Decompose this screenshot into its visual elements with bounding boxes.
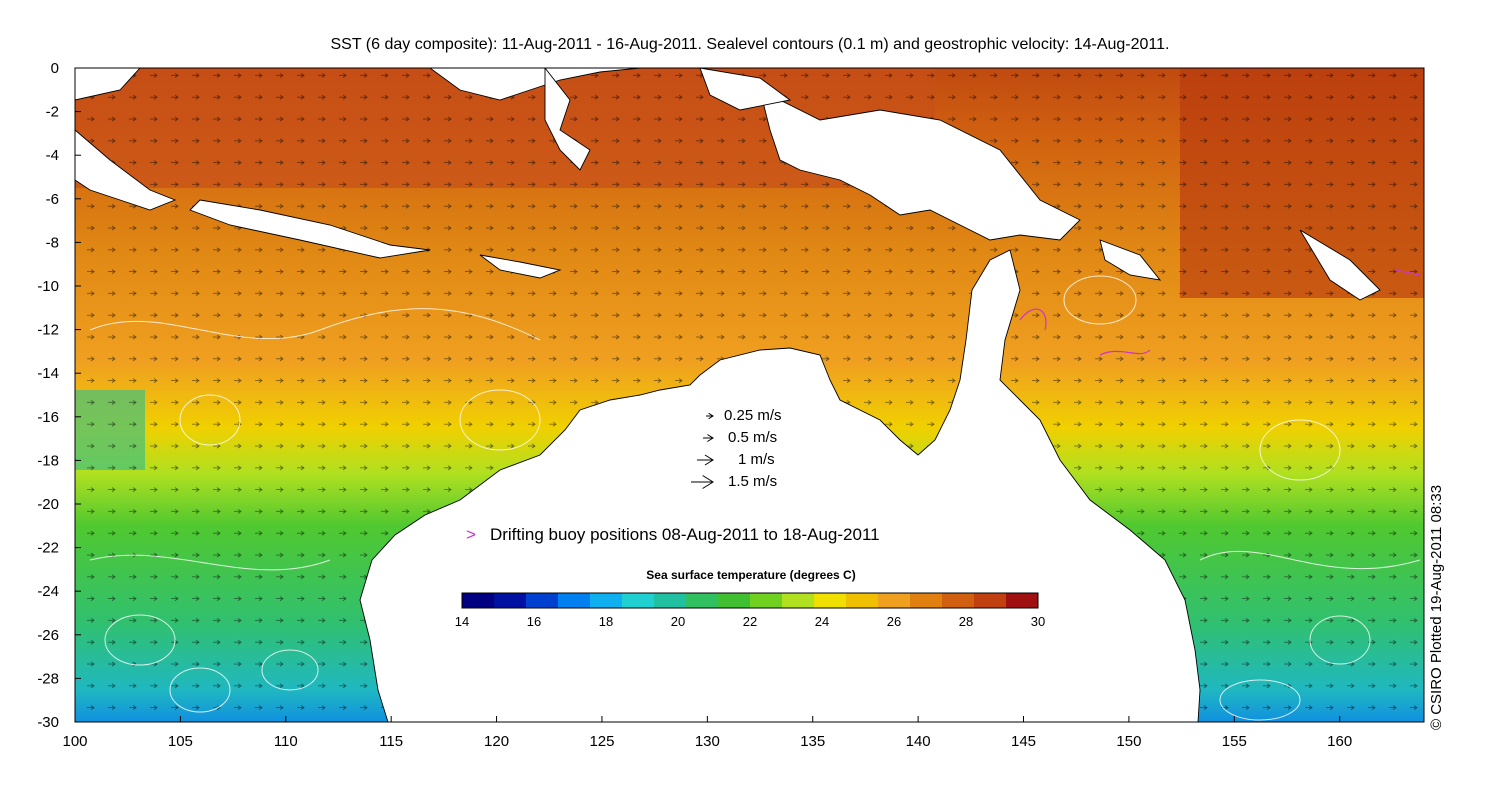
y-tick-label: -28 — [37, 670, 59, 687]
colorbar-segment — [494, 593, 527, 608]
colorbar-tick-label: 16 — [527, 614, 541, 629]
solomon-landmass — [1299, 229, 1381, 301]
y-tick-label: -2 — [46, 104, 59, 121]
colorbar-segment — [718, 593, 751, 608]
timor-landmass — [479, 254, 562, 279]
colorbar-segment — [974, 593, 1007, 608]
colorbar-tick-labels: 14 16 18 20 22 24 26 28 30 — [455, 614, 1045, 629]
velocity-legend-arrow — [703, 434, 714, 442]
velocity-legend-arrow — [706, 412, 714, 420]
colorbar-segment — [686, 593, 719, 608]
colorbar-tick-label: 22 — [743, 614, 757, 629]
x-tick-label: 150 — [1116, 733, 1141, 750]
new-guinea-landmass — [759, 89, 1081, 241]
colorbar-segment — [1006, 593, 1039, 608]
colorbar-tick-label: 20 — [671, 614, 685, 629]
x-tick-label: 100 — [62, 733, 87, 750]
buoy-trails — [1019, 269, 1421, 356]
x-tick-labels: 100 105 110 115 120 125 130 135 140 145 150 155 160 — [62, 733, 1352, 750]
sumatra-landmass — [75, 129, 177, 211]
y-tick-label: -8 — [46, 234, 59, 251]
colorbar-segment — [814, 593, 847, 608]
x-tick-label: 125 — [589, 733, 614, 750]
sulawesi-landmass — [544, 68, 591, 171]
y-tick-label: -4 — [46, 147, 59, 164]
colorbar-segment — [942, 593, 975, 608]
figure-title: SST (6 day composite): 11-Aug-2011 - 16-… — [330, 36, 1170, 53]
y-tick-label: -16 — [37, 409, 59, 426]
islands-east — [1099, 239, 1162, 281]
y-tick-label: -26 — [37, 627, 59, 644]
y-tick-label: -22 — [37, 540, 59, 557]
x-tick-label: 145 — [1011, 733, 1036, 750]
buoy-legend-label: Drifting buoy positions 08-Aug-2011 to 1… — [489, 525, 880, 544]
colorbar-tick-label: 26 — [887, 614, 901, 629]
north-land-strip — [75, 68, 141, 101]
sst-field — [75, 68, 1424, 722]
colorbar-segment — [462, 593, 495, 608]
colorbar-tick-label: 18 — [599, 614, 613, 629]
x-tick-label: 120 — [484, 733, 509, 750]
x-tick-label: 135 — [800, 733, 825, 750]
velocity-legend-arrows — [691, 412, 714, 489]
y-tick-label: 0 — [51, 60, 59, 77]
velocity-legend-label: 0.25 m/s — [724, 407, 782, 424]
sst-colorbar — [461, 592, 1039, 609]
velocity-legend-label: 1.5 m/s — [728, 473, 778, 490]
colorbar-segment — [590, 593, 623, 608]
plot-frame — [74, 67, 1425, 723]
velocity-legend-arrow — [691, 475, 714, 489]
x-tick-label: 105 — [168, 733, 193, 750]
colorbar-segment — [846, 593, 879, 608]
velocity-legend-arrow — [697, 454, 714, 466]
x-tick-label: 115 — [379, 733, 403, 750]
axis-ticks — [74, 67, 1341, 723]
colorbar-segment — [526, 593, 559, 608]
x-tick-label: 110 — [274, 733, 298, 750]
velocity-legend-label: 1 m/s — [738, 451, 775, 468]
y-tick-label: -18 — [37, 452, 59, 469]
colorbar-tick-label: 28 — [959, 614, 973, 629]
y-tick-labels: 0 -2 -4 -6 -8 -10 -12 -14 -16 -18 -20 -22 -24 -26 -28 -… — [37, 60, 59, 731]
x-tick-label: 140 — [906, 733, 931, 750]
x-tick-label: 155 — [1222, 733, 1247, 750]
velocity-legend-label: 0.5 m/s — [728, 429, 778, 446]
colorbar-frame — [461, 592, 1039, 609]
x-tick-label: 160 — [1327, 733, 1352, 750]
colorbar-segment — [622, 593, 655, 608]
colorbar-title: Sea surface temperature (degrees C) — [646, 568, 856, 582]
colorbar-tick-label: 30 — [1031, 614, 1045, 629]
colorbar-segment — [910, 593, 943, 608]
colorbar-tick-label: 24 — [815, 614, 829, 629]
y-tick-label: -6 — [46, 191, 59, 208]
y-tick-label: -30 — [37, 714, 59, 731]
y-tick-label: -20 — [37, 496, 59, 513]
north-island-a — [699, 68, 792, 111]
colorbar-segment — [654, 593, 687, 608]
x-tick-label: 130 — [695, 733, 720, 750]
colorbar-tick-label: 14 — [455, 614, 469, 629]
colorbar-segment — [750, 593, 783, 608]
y-tick-label: -14 — [37, 365, 59, 382]
colorbar-segment — [782, 593, 815, 608]
colorbar-segment — [878, 593, 911, 608]
y-tick-label: -24 — [37, 583, 59, 600]
sealevel-contours — [89, 275, 1421, 721]
y-tick-label: -12 — [37, 322, 59, 339]
colorbar-segment — [558, 593, 591, 608]
plot-credit: © CSIRO Plotted 19-Aug-2011 08:33 — [1428, 484, 1445, 730]
buoy-legend: > Drifting buoy positions 08-Aug-2011 to … — [466, 525, 880, 545]
buoy-marker-icon: > — [466, 525, 476, 544]
java-landmass — [189, 199, 431, 259]
y-tick-label: -10 — [37, 278, 59, 295]
